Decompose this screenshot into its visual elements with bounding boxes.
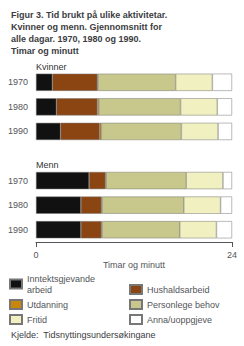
- svg-text:Timar og minutt: Timar og minutt: [11, 46, 79, 56]
- svg-text:alle dagar. 1970, 1980 og 1990: alle dagar. 1970, 1980 og 1990.: [11, 34, 141, 44]
- svg-text:Kvinner og menn. Gjennomsnitt: Kvinner og menn. Gjennomsnitt for: [11, 22, 163, 32]
- svg-text:arbeid: arbeid: [27, 285, 52, 295]
- svg-text:1990: 1990: [8, 225, 28, 235]
- svg-text:Timar og minutt: Timar og minutt: [103, 260, 166, 270]
- svg-text:Personlege behov: Personlege behov: [147, 300, 220, 310]
- svg-text:Kvinner: Kvinner: [36, 62, 67, 72]
- svg-text:Anna/uoppgjeve: Anna/uoppgjeve: [147, 315, 212, 325]
- svg-text:1980: 1980: [8, 200, 28, 210]
- svg-text:1970: 1970: [8, 77, 28, 87]
- svg-text:24: 24: [227, 250, 237, 260]
- svg-text:Fritid: Fritid: [27, 315, 47, 325]
- svg-text:1970: 1970: [8, 176, 28, 186]
- svg-text:Kjelde: Tidsnyttingsundersøki: Kjelde: Tidsnyttingsundersøkingane: [11, 330, 156, 340]
- svg-text:Hushaldsarbeid: Hushaldsarbeid: [147, 285, 210, 295]
- svg-text:Figur 3. Tid brukt på ulike ak: Figur 3. Tid brukt på ulike aktivitetar.: [11, 10, 167, 20]
- svg-text:0: 0: [33, 250, 38, 260]
- svg-text:1990: 1990: [8, 126, 28, 136]
- svg-text:Utdanning: Utdanning: [27, 300, 68, 310]
- svg-text:Inntektsgjevande: Inntektsgjevande: [27, 274, 95, 284]
- svg-text:1980: 1980: [8, 102, 28, 112]
- svg-text:Menn: Menn: [36, 160, 59, 170]
